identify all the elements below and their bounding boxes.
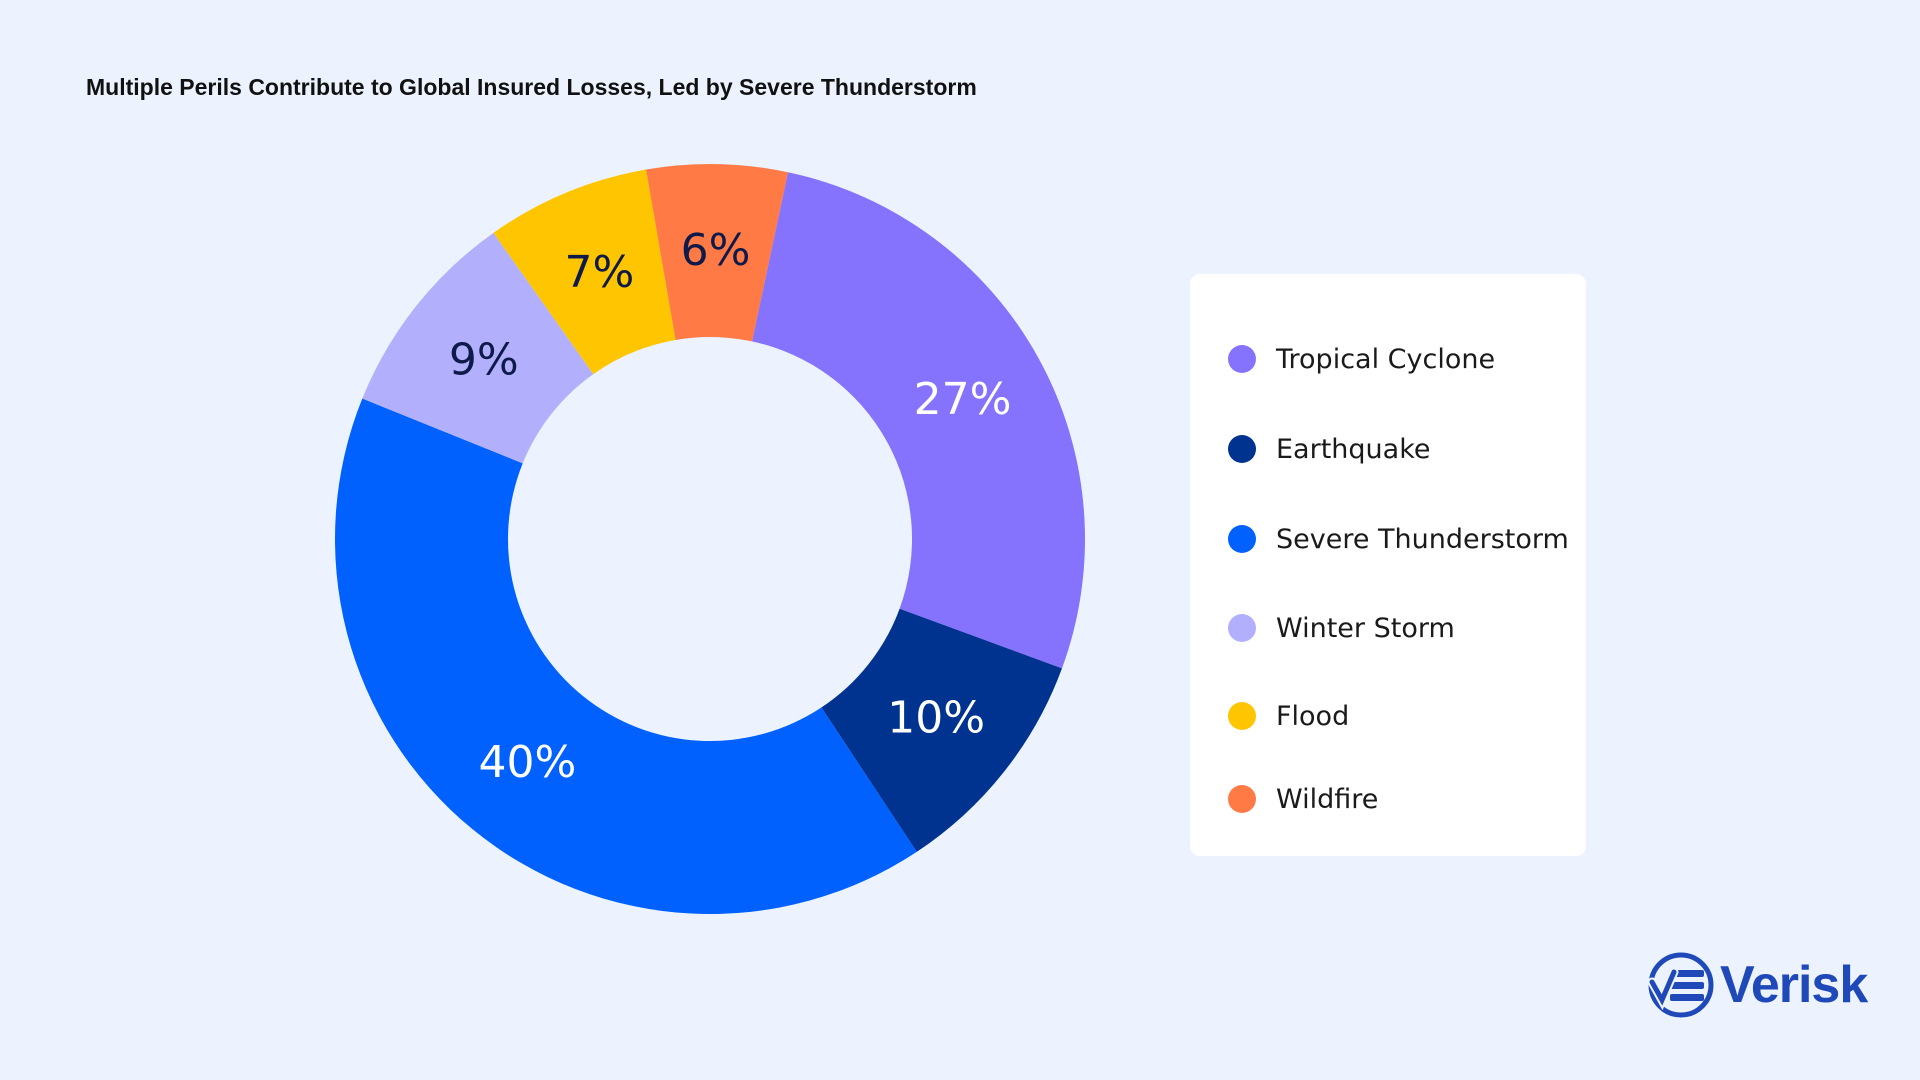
slice-flood[interactable]	[493, 169, 676, 375]
legend-swatch-flood	[1228, 702, 1256, 730]
legend-label-severe-thunderstorm: Severe Thunderstorm	[1276, 523, 1569, 555]
slice-label-wildfire: 6%	[681, 225, 751, 276]
slice-label-winter-storm: 9%	[449, 334, 519, 385]
slice-label-tropical-cyclone: 27%	[914, 374, 1012, 425]
legend-label-flood: Flood	[1276, 700, 1350, 732]
legend-item-wildfire[interactable]: Wildfire	[1228, 779, 1378, 819]
legend-swatch-tropical-cyclone	[1228, 345, 1256, 373]
legend-swatch-wildfire	[1228, 785, 1256, 813]
legend-label-winter-storm: Winter Storm	[1276, 612, 1455, 644]
verisk-logo-text: Verisk	[1720, 956, 1868, 1014]
legend-item-severe-thunderstorm[interactable]: Severe Thunderstorm	[1228, 519, 1569, 559]
chart-title: Multiple Perils Contribute to Global Ins…	[86, 74, 977, 100]
legend-label-wildfire: Wildfire	[1276, 783, 1379, 815]
slice-tropical-cyclone[interactable]	[751, 172, 1085, 669]
slice-label-severe-thunderstorm: 40%	[478, 737, 576, 788]
legend-item-earthquake[interactable]: Earthquake	[1228, 429, 1431, 469]
legend-item-winter-storm[interactable]: Winter Storm	[1228, 608, 1455, 648]
legend-swatch-earthquake	[1228, 435, 1256, 463]
legend-label-tropical-cyclone: Tropical Cyclone	[1276, 343, 1496, 375]
legend-item-tropical-cyclone[interactable]: Tropical Cyclone	[1228, 339, 1495, 379]
slice-wildfire[interactable]	[646, 164, 788, 342]
legend-swatch-winter-storm	[1228, 614, 1256, 642]
slice-label-flood: 7%	[564, 247, 634, 298]
legend: Tropical Cyclone Earthquake Severe Thund…	[1190, 274, 1586, 856]
legend-item-flood[interactable]: Flood	[1228, 696, 1349, 736]
slice-winter-storm[interactable]	[362, 232, 594, 464]
legend-label-earthquake: Earthquake	[1276, 433, 1431, 465]
slice-severe-thunderstorm[interactable]	[335, 398, 917, 914]
verisk-logo-icon	[1648, 952, 1714, 1018]
legend-swatch-severe-thunderstorm	[1228, 525, 1256, 553]
verisk-logo[interactable]: Verisk	[1648, 952, 1868, 1018]
slice-label-earthquake: 10%	[887, 693, 985, 744]
slice-earthquake[interactable]	[821, 608, 1062, 852]
